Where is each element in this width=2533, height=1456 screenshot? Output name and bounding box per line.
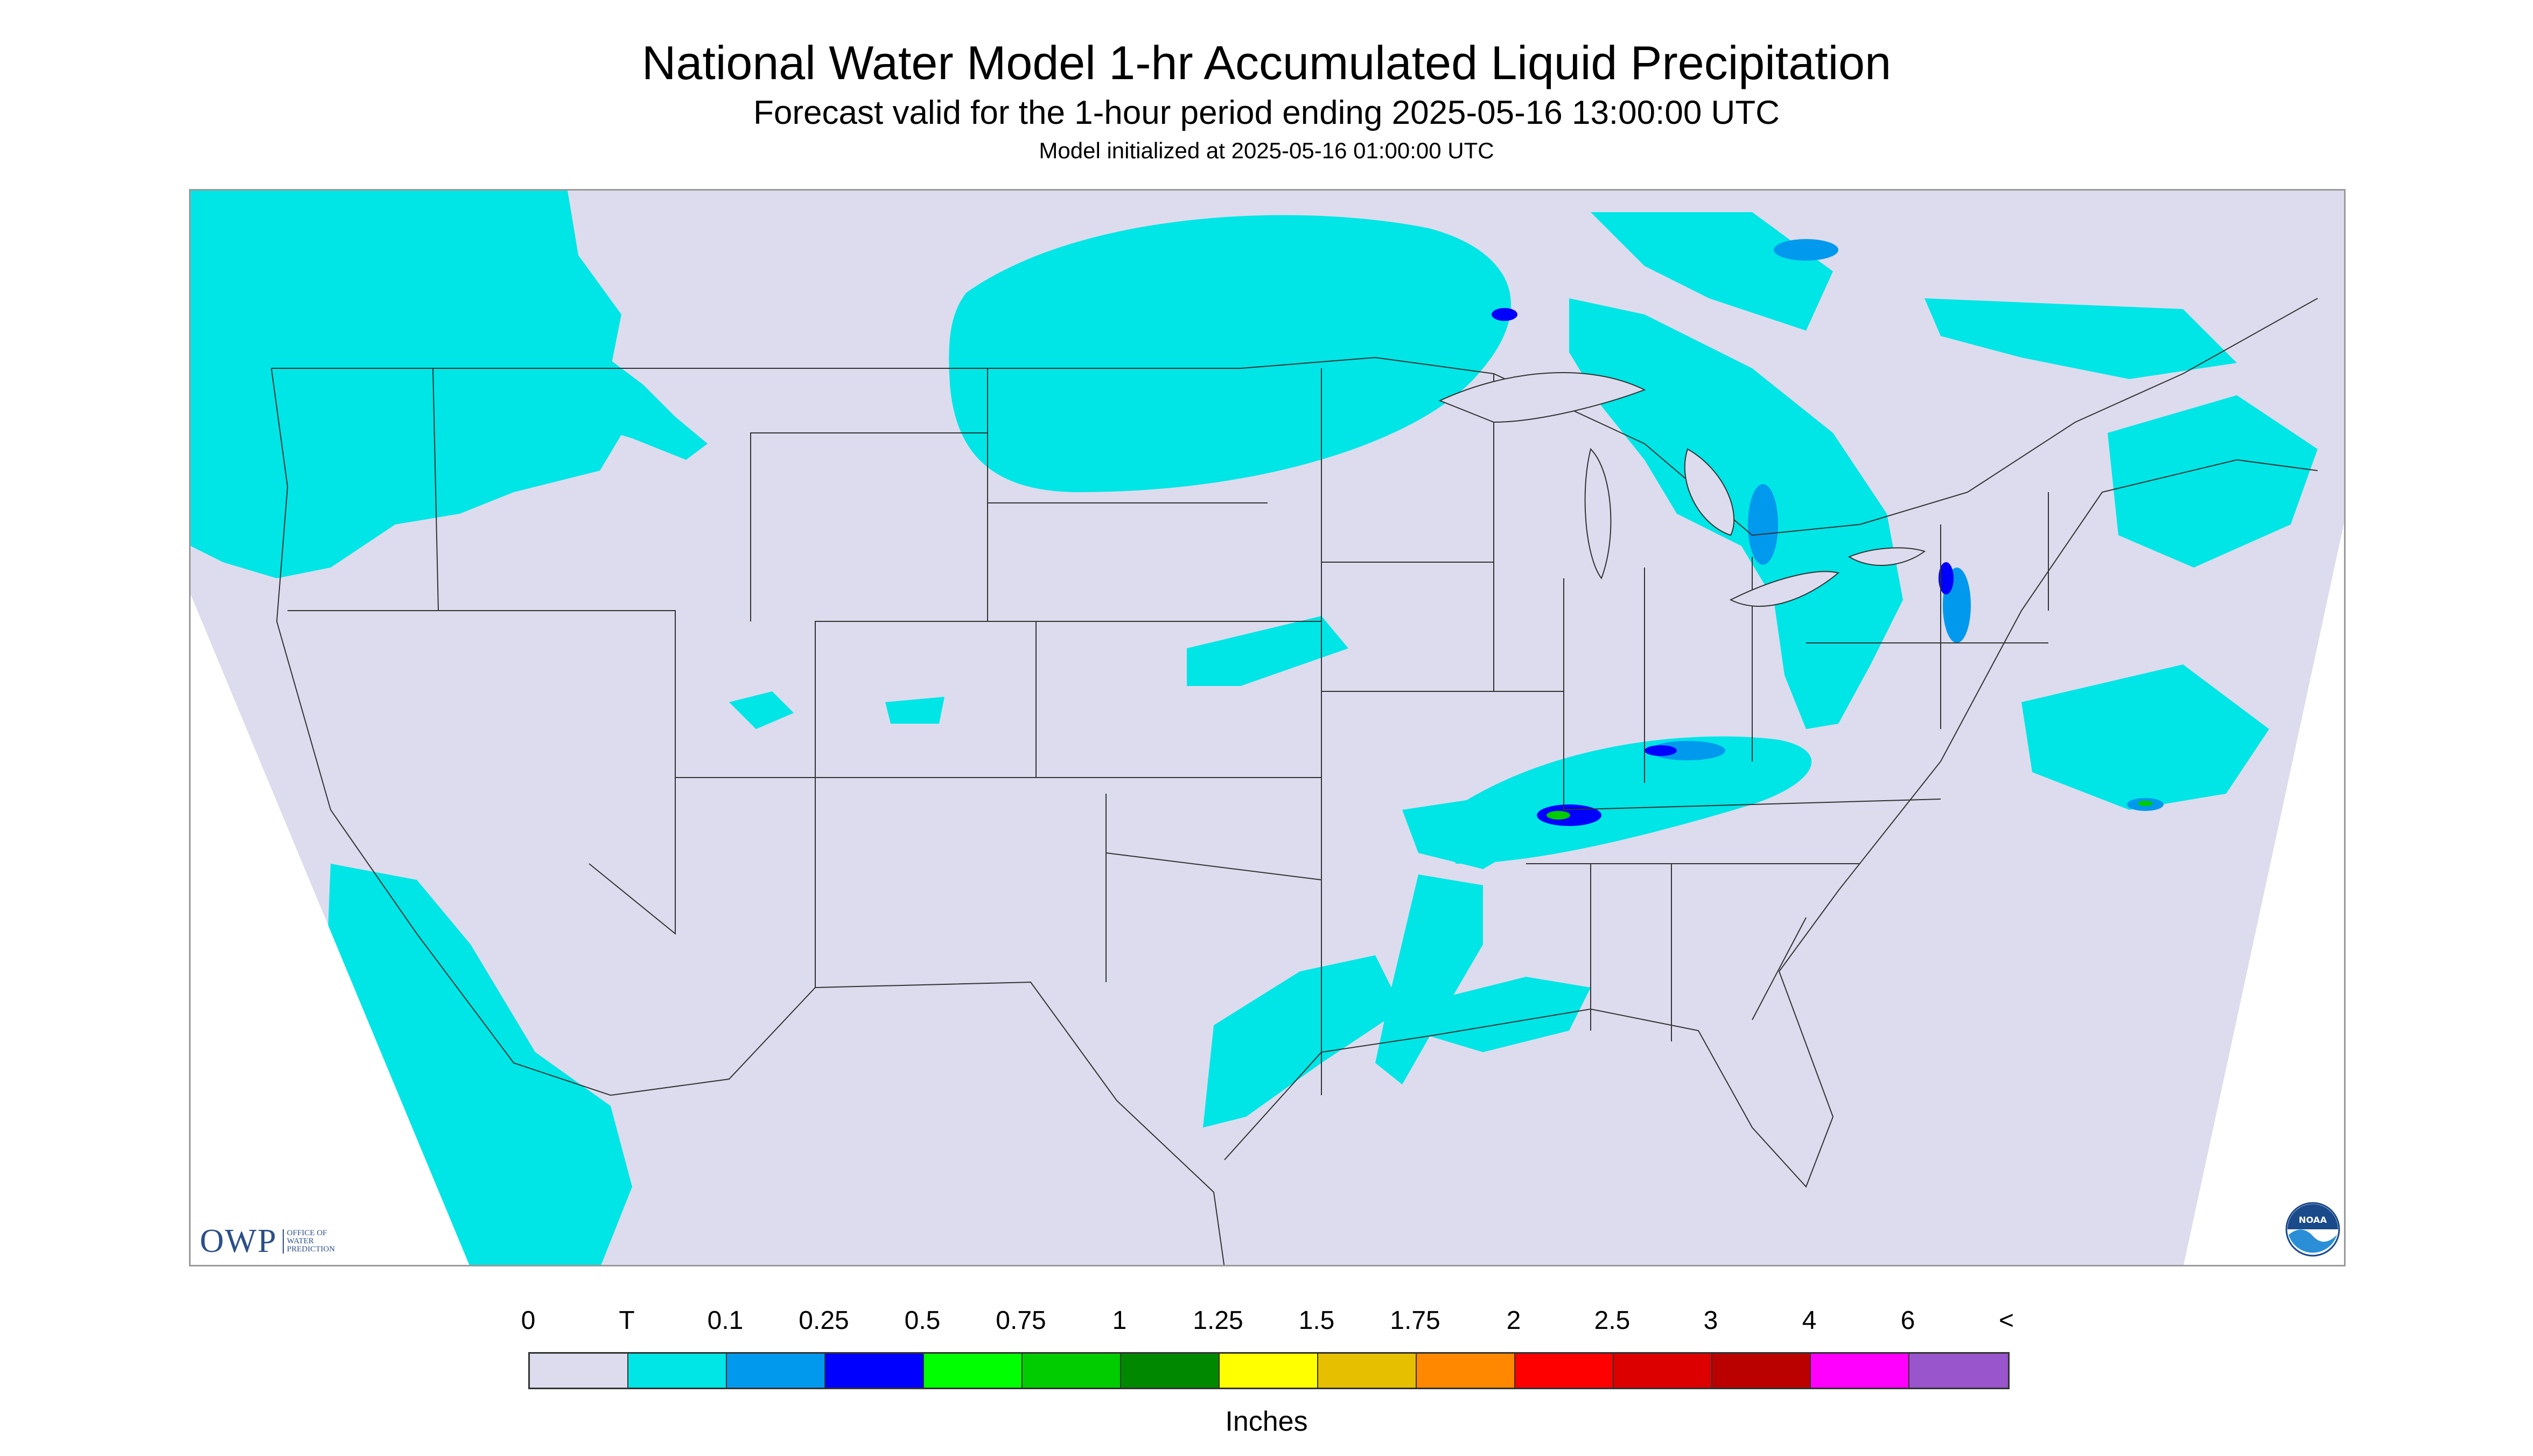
legend-swatch: [1515, 1354, 1614, 1388]
midwest-grid: [1493, 374, 1941, 1041]
precip-trace-areas: [191, 191, 2318, 1265]
lake-huron: [1684, 448, 1735, 536]
precip-colorado: [885, 697, 944, 724]
precip-core-ky: [1645, 745, 1677, 756]
lake-ontario: [1848, 547, 1926, 566]
legend-label: 6: [1900, 1306, 1915, 1335]
gulf-atlantic-coast: [1224, 459, 2318, 1188]
precip-canada-north: [1591, 212, 1833, 331]
precip-core-ohio: [1650, 741, 1725, 760]
legend-swatch: [1023, 1354, 1121, 1388]
legend-swatch: [1417, 1354, 1515, 1388]
precip-texas-coast: [1203, 955, 1402, 1128]
legend-swatch: [727, 1354, 825, 1388]
us-mexico-border: [610, 981, 1225, 1265]
legend-label: 0: [521, 1306, 536, 1335]
noaa-logo: NOAA: [2285, 1202, 2340, 1257]
legend-label: <: [1998, 1306, 2014, 1335]
legend-label: 1: [1112, 1306, 1127, 1335]
legend-label: 1.75: [1390, 1306, 1440, 1335]
legend-swatch: [924, 1354, 1023, 1388]
precip-core-ontario2: [1939, 562, 1954, 594]
legend-swatch: [530, 1354, 628, 1388]
legend-swatch: [628, 1354, 727, 1388]
owp-sub-line: PREDICTION: [286, 1245, 335, 1254]
or-id-boundary: [288, 368, 439, 611]
owp-logo: OWP OFFICE OF WATER PREDICTION: [200, 1222, 335, 1261]
legend-label: 0.1: [707, 1306, 744, 1335]
owp-sub-line: WATER: [286, 1237, 314, 1245]
legend-swatch: [1712, 1354, 1811, 1388]
precip-lakes-to-appalachia: [1569, 298, 1903, 729]
precip-pacific-nw: [191, 191, 632, 578]
legend-colorbar: [528, 1352, 2010, 1389]
precip-new-england: [2108, 395, 2318, 568]
legend-swatch: [1121, 1354, 1220, 1388]
lake-michigan: [1584, 448, 1612, 580]
model-init-line: Model initialized at 2025-05-16 01:00:00…: [1039, 138, 1494, 163]
precip-core-ontario: [1748, 484, 1778, 565]
lake-superior: [1438, 372, 1646, 423]
nv-boundary: [438, 610, 676, 935]
legend-label: 0.5: [904, 1306, 941, 1335]
west-coast: [271, 368, 611, 1096]
precip-core-mn: [1492, 308, 1517, 321]
precip-atlantic: [2021, 664, 2269, 810]
precip-kansas: [1187, 616, 1348, 686]
legend-label: 3: [1703, 1306, 1718, 1335]
legend-swatch: [1318, 1354, 1417, 1388]
precipitation-map: [189, 189, 2346, 1266]
map-title: National Water Model 1-hr Accumulated Li…: [641, 36, 1892, 89]
legend-swatch: [1909, 1354, 2008, 1388]
precip-mississippi-valley: [1375, 874, 1483, 1084]
precip-tennessee: [1402, 794, 1548, 869]
great-lakes: [1438, 372, 1926, 607]
precip-heavier-areas: [1492, 239, 2164, 826]
legend-label: 2.5: [1594, 1306, 1631, 1335]
precip-great-plains-arc: [949, 215, 1512, 492]
precip-idaho-montana: [524, 352, 708, 460]
legend-labels: 0 T 0.1 0.25 0.5 0.75 1 1.25 1.5 1.75 2 2.5 3 4 6 <: [0, 1306, 2533, 1338]
legend-swatch: [1614, 1354, 1712, 1388]
legend-label: 4: [1802, 1306, 1817, 1335]
legend-units: Inches: [1225, 1406, 1308, 1437]
owp-logo-text: OWP: [200, 1223, 277, 1259]
legend-label: 2: [1506, 1306, 1521, 1335]
precip-core-atlantic-green: [2138, 801, 2153, 806]
precip-nevada: [729, 691, 794, 729]
noaa-logo-text: NOAA: [2299, 1215, 2327, 1225]
map-subtitle: Forecast valid for the 1-hour period end…: [753, 94, 1780, 131]
legend-swatch: [1220, 1354, 1318, 1388]
plains-grid: [987, 368, 1564, 1095]
precip-louisiana-coast: [1418, 977, 1591, 1052]
legend-swatch: [825, 1354, 924, 1388]
northeast-grid: [1806, 492, 2049, 729]
us-canada-border: [271, 298, 2318, 536]
legend-label: 1.25: [1193, 1306, 1243, 1335]
wy-boundary: [750, 432, 988, 621]
legend-label: 0.25: [799, 1306, 849, 1335]
legend-label: 0.75: [996, 1306, 1046, 1335]
precip-core-tn-green: [1547, 811, 1570, 820]
owp-sub-line: OFFICE OF: [286, 1229, 327, 1237]
state-boundaries: [271, 298, 2318, 1265]
owp-logo-subtext: OFFICE OF WATER PREDICTION: [282, 1229, 335, 1254]
precip-core-quebec: [1774, 239, 1838, 261]
legend-label: T: [619, 1306, 635, 1335]
legend-label: 1.5: [1298, 1306, 1335, 1335]
precip-quebec-band: [1925, 298, 2237, 379]
lake-erie: [1729, 571, 1840, 607]
legend-swatch: [1811, 1354, 1909, 1388]
